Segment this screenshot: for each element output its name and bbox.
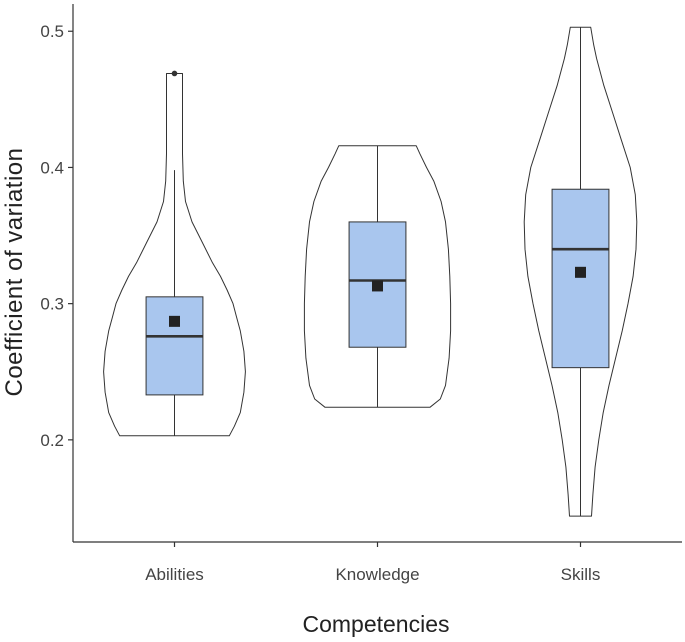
outlier-point-abilities — [171, 70, 178, 77]
y-axis-ticks: 0.2 0.3 0.4 0.5 — [40, 22, 73, 450]
box-skills — [551, 188, 610, 369]
mean-marker-knowledge — [372, 280, 383, 292]
x-tick-label: Knowledge — [335, 565, 419, 584]
y-tick-label: 0.2 — [40, 431, 64, 450]
box-abilities — [145, 296, 204, 396]
x-tick-label: Abilities — [145, 565, 204, 584]
plot-area — [103, 26, 638, 517]
x-axis-ticks: Abilities Knowledge Skills — [145, 542, 600, 584]
y-tick-label: 0.4 — [40, 158, 64, 177]
x-tick-label: Skills — [561, 565, 601, 584]
y-axis-title: Coefficient of variation — [1, 147, 28, 396]
y-tick-label: 0.5 — [40, 22, 64, 41]
mean-marker-skills — [575, 266, 586, 278]
mean-marker-abilities — [169, 315, 180, 327]
x-axis-title: Competencies — [302, 611, 449, 637]
y-tick-label: 0.3 — [40, 295, 64, 314]
